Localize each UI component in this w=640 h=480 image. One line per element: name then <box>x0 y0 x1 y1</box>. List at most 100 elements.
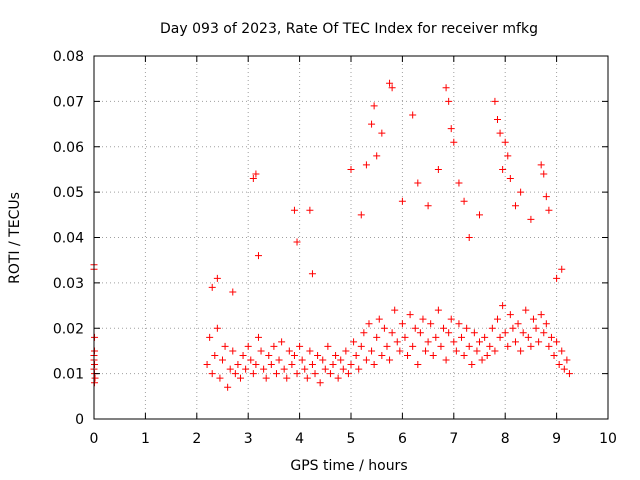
data-point <box>355 365 363 373</box>
data-point <box>514 320 522 328</box>
y-axis: 0 0.01 0.02 0.03 0.04 0.05 0.06 0.07 0.08 <box>53 49 608 428</box>
data-point <box>244 342 252 350</box>
x-tick-label: 3 <box>244 431 253 447</box>
data-point <box>424 338 432 346</box>
data-point <box>486 342 494 350</box>
data-point <box>517 188 525 196</box>
data-point <box>378 351 386 359</box>
data-point <box>342 347 350 355</box>
data-point <box>249 175 257 183</box>
data-point <box>206 333 214 341</box>
data-point <box>368 120 376 128</box>
data-point <box>260 365 268 373</box>
data-point <box>424 202 432 210</box>
data-point <box>370 102 378 110</box>
data-point <box>308 270 316 278</box>
data-point <box>550 351 558 359</box>
data-point <box>298 356 306 364</box>
data-point <box>311 370 319 378</box>
data-point <box>290 206 298 214</box>
data-point <box>481 333 489 341</box>
data-point <box>493 116 501 124</box>
data-point <box>293 238 301 246</box>
data-point <box>442 84 450 92</box>
data-point <box>529 315 537 323</box>
data-point <box>393 338 401 346</box>
data-point <box>409 111 417 119</box>
data-point <box>447 125 455 133</box>
data-point <box>522 306 530 314</box>
data-point <box>213 324 221 332</box>
chart-title: Day 093 of 2023, Rate Of TEC Index for r… <box>160 21 538 37</box>
data-point <box>91 374 99 382</box>
data-point <box>511 202 519 210</box>
x-axis-label: GPS time / hours <box>290 458 407 474</box>
data-point <box>488 324 496 332</box>
data-point <box>383 342 391 350</box>
data-point <box>280 365 288 373</box>
y-tick-label: 0.08 <box>53 49 84 65</box>
data-point <box>565 370 573 378</box>
data-point <box>252 170 260 178</box>
data-point <box>208 370 216 378</box>
data-point <box>465 342 473 350</box>
data-point <box>465 234 473 241</box>
x-tick-label: 2 <box>192 431 201 447</box>
x-tick-label: 4 <box>295 431 304 447</box>
data-point <box>473 347 481 355</box>
data-point <box>491 97 499 105</box>
data-point <box>398 197 406 205</box>
data-point <box>211 351 219 359</box>
data-point <box>324 342 332 350</box>
data-point <box>493 315 501 323</box>
data-point <box>540 170 548 178</box>
data-point <box>314 351 322 359</box>
data-point <box>337 356 345 364</box>
x-tick-label: 0 <box>90 431 99 447</box>
data-point <box>373 333 381 341</box>
data-point <box>234 361 242 369</box>
x-axis: 0 1 2 3 4 5 6 7 8 9 10 <box>90 56 617 447</box>
data-point <box>388 84 396 92</box>
data-point <box>236 374 244 382</box>
data-point <box>429 351 437 359</box>
data-point <box>229 288 237 296</box>
data-point <box>216 374 224 382</box>
data-point <box>339 365 347 373</box>
data-point <box>91 347 99 355</box>
data-point <box>368 347 376 355</box>
data-point <box>316 379 324 387</box>
data-point <box>537 161 545 169</box>
data-point <box>501 329 509 337</box>
data-point <box>267 361 275 369</box>
data-point <box>326 370 334 378</box>
data-point <box>352 351 360 359</box>
data-point <box>527 215 535 223</box>
data-point <box>455 179 463 187</box>
data-point <box>247 356 255 364</box>
data-point <box>208 283 216 291</box>
data-point <box>553 338 561 346</box>
data-point <box>455 320 463 328</box>
y-tick-label: 0.01 <box>53 367 84 383</box>
x-tick-label: 10 <box>599 431 617 447</box>
data-point <box>555 361 563 369</box>
data-point <box>437 342 445 350</box>
y-tick-label: 0.07 <box>53 94 84 110</box>
y-tick-label: 0.02 <box>53 321 84 337</box>
data-point <box>301 365 309 373</box>
data-point <box>414 361 422 369</box>
data-point <box>288 361 296 369</box>
data-point <box>478 356 486 364</box>
data-point <box>221 342 229 350</box>
data-point <box>332 351 340 359</box>
data-point <box>447 315 455 323</box>
data-point <box>460 197 468 205</box>
data-point <box>272 370 280 378</box>
data-point <box>411 324 419 332</box>
data-point <box>434 306 442 314</box>
data-point <box>290 351 298 359</box>
data-point <box>396 347 404 355</box>
data-point <box>270 342 278 350</box>
data-point <box>499 165 507 173</box>
